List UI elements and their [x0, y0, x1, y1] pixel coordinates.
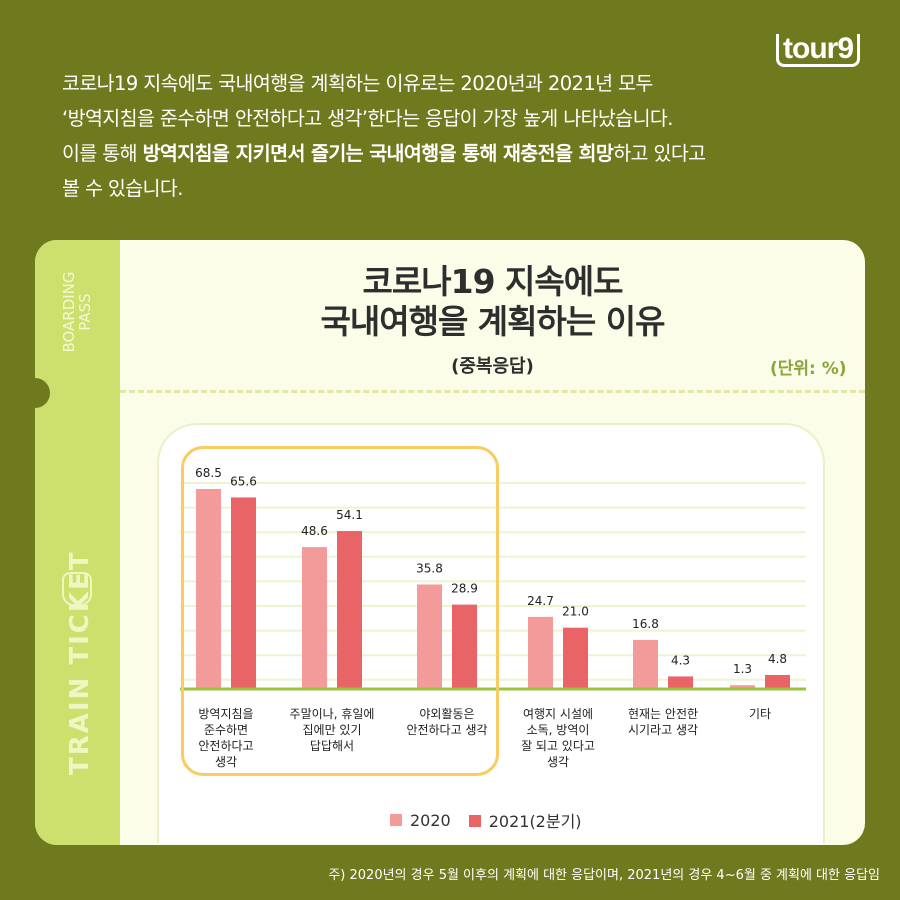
bar-2020-1 — [302, 547, 327, 689]
bar-2020-2 — [417, 584, 442, 689]
value-label: 65.6 — [230, 474, 257, 488]
perforation-divider — [120, 390, 865, 393]
bar-2020-3 — [528, 616, 553, 689]
value-label: 35.8 — [416, 561, 443, 575]
category-label: 야외활동은 안전하다고 생각 — [406, 707, 488, 737]
value-label: 68.5 — [195, 466, 222, 480]
bar-2021(2분기)-3 — [563, 627, 588, 689]
ticket-notch — [20, 378, 50, 408]
chart-subtitle: (중복응답) — [451, 356, 534, 377]
category-label: 방역지침을 준수하면 안전하다고 생각 — [198, 707, 254, 769]
value-label: 4.8 — [768, 652, 787, 666]
bar-2021(2분기)-5 — [765, 674, 790, 689]
value-label: 54.1 — [336, 508, 363, 522]
category-label: 기타 — [748, 707, 772, 721]
legend-swatch-2021 — [468, 815, 481, 827]
highlight-box — [181, 446, 499, 776]
chart-title: 코로나19 지속에도 국내여행을 계획하는 이유 — [120, 262, 865, 342]
value-label: 1.3 — [733, 662, 752, 676]
chart-title-line: 국내여행을 계획하는 이유 — [320, 302, 666, 341]
category-label: 주말이나, 휴일에 집에만 있기 답답해서 — [289, 707, 375, 753]
intro-line: ‘방역지침을 준수하면 안전하다고 생각’한다는 응답이 가장 높게 나타났습니… — [62, 107, 673, 130]
intro-line: 볼 수 있습니다. — [62, 177, 183, 200]
category-label: 현재는 안전한 시기라고 생각 — [627, 707, 699, 737]
intro-text: 코로나19 지속에도 국내여행을 계획하는 이유로는 2020년과 2021년 … — [62, 66, 706, 206]
bar-2020-4 — [633, 639, 658, 689]
unit-label: (단위: %) — [770, 359, 847, 379]
bar-2021(2분기)-1 — [337, 531, 362, 689]
chart-title-line: 코로나19 지속에도 — [362, 262, 624, 301]
intro-line: 코로나19 지속에도 국내여행을 계획하는 이유로는 2020년과 2021년 … — [62, 72, 653, 95]
value-label: 16.8 — [632, 617, 659, 631]
legend-label: 2021(2분기) — [488, 812, 582, 831]
value-label: 48.6 — [301, 524, 328, 538]
bar-2021(2분기)-2 — [452, 604, 477, 689]
train-icon — [62, 572, 92, 606]
intro-text-part: 하고 있다고 — [613, 142, 706, 165]
logo-text: tour9 — [776, 34, 860, 67]
legend-item-2020: 2020 — [390, 811, 451, 830]
legend-item-2021: 2021(2분기) — [468, 808, 582, 832]
legend: 2020 2021(2분기) — [390, 808, 582, 832]
intro-text-part: 이를 통해 — [62, 142, 143, 165]
ticket-stub — [35, 240, 120, 845]
legend-swatch-2020 — [390, 813, 402, 826]
value-label: 21.0 — [562, 605, 589, 619]
category-label: 여행지 시설에 소독, 방역이 잘 되고 있다고 생각 — [521, 707, 595, 769]
bar-2021(2분기)-0 — [231, 497, 256, 689]
bar-2020-0 — [196, 488, 221, 689]
tour9-logo: tour9 — [776, 32, 872, 72]
bar-2021(2분기)-4 — [668, 676, 693, 689]
bar-2020-5 — [730, 685, 755, 689]
legend-label: 2020 — [410, 810, 451, 830]
value-label: 4.3 — [671, 653, 690, 667]
value-label: 24.7 — [527, 594, 554, 608]
intro-line: 이를 통해 방역지침을 지키면서 즐기는 국내여행을 통해 재충전을 희망하고 … — [62, 136, 706, 171]
value-label: 28.9 — [451, 582, 478, 596]
intro-emphasis: 방역지침을 지키면서 즐기는 국내여행을 통해 재충전을 희망 — [142, 142, 614, 165]
footnote: 주) 2020년의 경우 5월 이후의 계획에 대한 응답이며, 2021년의 … — [328, 868, 880, 883]
